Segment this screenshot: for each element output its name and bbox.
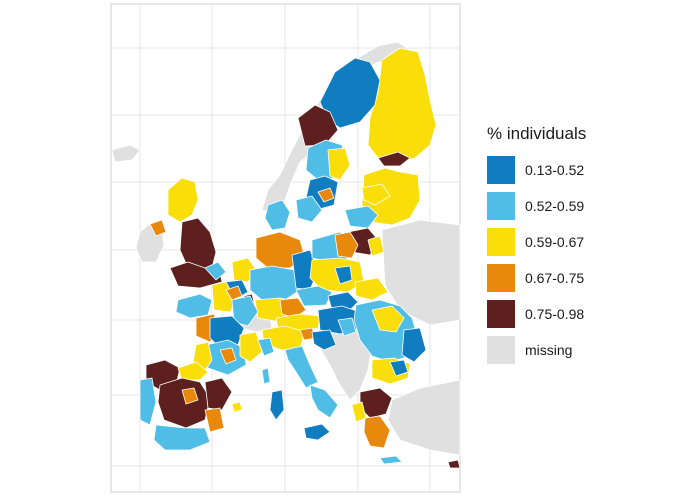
legend-swatch bbox=[487, 192, 515, 220]
region-areas bbox=[111, 41, 461, 469]
legend-item: 0.59-0.67 bbox=[487, 224, 667, 260]
cyprus-brown bbox=[447, 459, 461, 469]
legend-swatch bbox=[487, 336, 515, 364]
legend-title: % individuals bbox=[487, 124, 587, 143]
legend-item: 0.67-0.75 bbox=[487, 260, 667, 296]
finland-south-brown bbox=[377, 151, 411, 167]
france-small-orange bbox=[219, 347, 237, 365]
estonia-yellow bbox=[361, 183, 391, 206]
legend-item: missing bbox=[487, 332, 667, 368]
lithuania-east-yellow bbox=[367, 235, 385, 257]
legend-item: 0.75-0.98 bbox=[487, 296, 667, 332]
legend-item: 0.13-0.52 bbox=[487, 152, 667, 188]
legend-label: 0.59-0.67 bbox=[525, 234, 585, 250]
spain-east-brown bbox=[204, 377, 233, 411]
legend-swatch bbox=[487, 228, 515, 256]
spain-southeast-orange bbox=[204, 407, 225, 433]
uk-london-lightblue bbox=[204, 261, 227, 281]
france-paris-orange bbox=[225, 285, 243, 301]
greece-south-orange bbox=[363, 415, 391, 449]
romania-yellow bbox=[371, 305, 405, 333]
scotland-yellow bbox=[167, 177, 199, 223]
portugal-lightblue bbox=[139, 377, 157, 426]
france-southeast-yellow bbox=[239, 331, 263, 363]
legend-swatch bbox=[487, 156, 515, 184]
spain-castile-brown bbox=[157, 377, 211, 429]
romania-north-yellow bbox=[354, 277, 389, 301]
legend-swatch bbox=[487, 300, 515, 328]
spain-small-orange bbox=[181, 387, 199, 405]
legend-item: 0.52-0.59 bbox=[487, 188, 667, 224]
crete-lightblue bbox=[379, 455, 403, 465]
latvia-lightblue bbox=[344, 205, 379, 229]
iceland-missing bbox=[111, 144, 141, 163]
balearic-yellow bbox=[231, 401, 243, 413]
sweden-small-orange bbox=[317, 187, 335, 203]
legend-label: 0.13-0.52 bbox=[525, 162, 585, 178]
northern-ireland-orange bbox=[149, 219, 167, 237]
england-south-brown bbox=[169, 261, 223, 289]
germany-central-lightblue bbox=[249, 265, 301, 301]
spain-south-lightblue bbox=[153, 424, 211, 451]
italy-northwest-lightblue bbox=[257, 337, 275, 357]
finland-yellow bbox=[367, 47, 437, 163]
bulgaria-blue bbox=[389, 359, 409, 377]
legend-swatch bbox=[487, 264, 515, 292]
legend-items: 0.13-0.52 0.52-0.59 0.59-0.67 0.67-0.75 … bbox=[487, 152, 667, 368]
denmark-lightblue bbox=[264, 199, 291, 231]
romania-east-blue bbox=[401, 327, 427, 363]
legend-label: 0.52-0.59 bbox=[525, 198, 585, 214]
turkey-missing bbox=[387, 379, 461, 456]
legend-label: missing bbox=[525, 342, 573, 358]
italy-south-lightblue bbox=[309, 384, 339, 419]
norway-central-brown bbox=[297, 104, 339, 147]
poland-small-blue bbox=[334, 265, 353, 285]
greece-west-yellow bbox=[351, 401, 367, 423]
ukraine-belarus-missing bbox=[381, 219, 461, 326]
sweden-south-lightblue bbox=[295, 195, 323, 223]
legend-label: 0.75-0.98 bbox=[525, 306, 585, 322]
legend-label: 0.67-0.75 bbox=[525, 270, 585, 286]
corsica-lightblue bbox=[261, 367, 271, 385]
hungary-south-lightblue bbox=[337, 317, 357, 337]
croatia-blue bbox=[311, 329, 337, 351]
sweden-east-yellow bbox=[327, 147, 351, 181]
italy-centre-lightblue bbox=[284, 345, 319, 389]
map-legend: % individuals 0.13-0.52 0.52-0.59 0.59-0… bbox=[487, 124, 667, 368]
sicily-blue bbox=[303, 423, 331, 441]
sardinia-blue bbox=[269, 389, 285, 421]
poland-east-orange bbox=[334, 231, 359, 259]
